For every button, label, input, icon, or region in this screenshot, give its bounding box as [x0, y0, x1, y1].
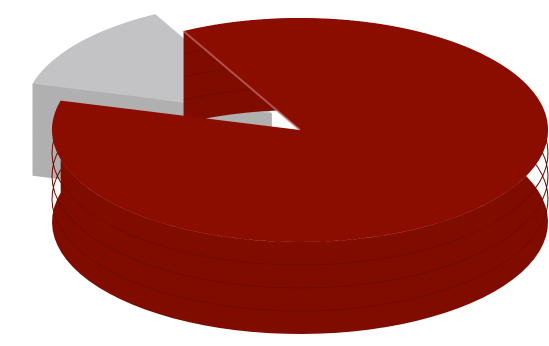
slices-layer	[32, 14, 549, 334]
pie-slice-1-edge-highlight	[182, 30, 301, 131]
pie-slice-1	[51, 17, 549, 334]
